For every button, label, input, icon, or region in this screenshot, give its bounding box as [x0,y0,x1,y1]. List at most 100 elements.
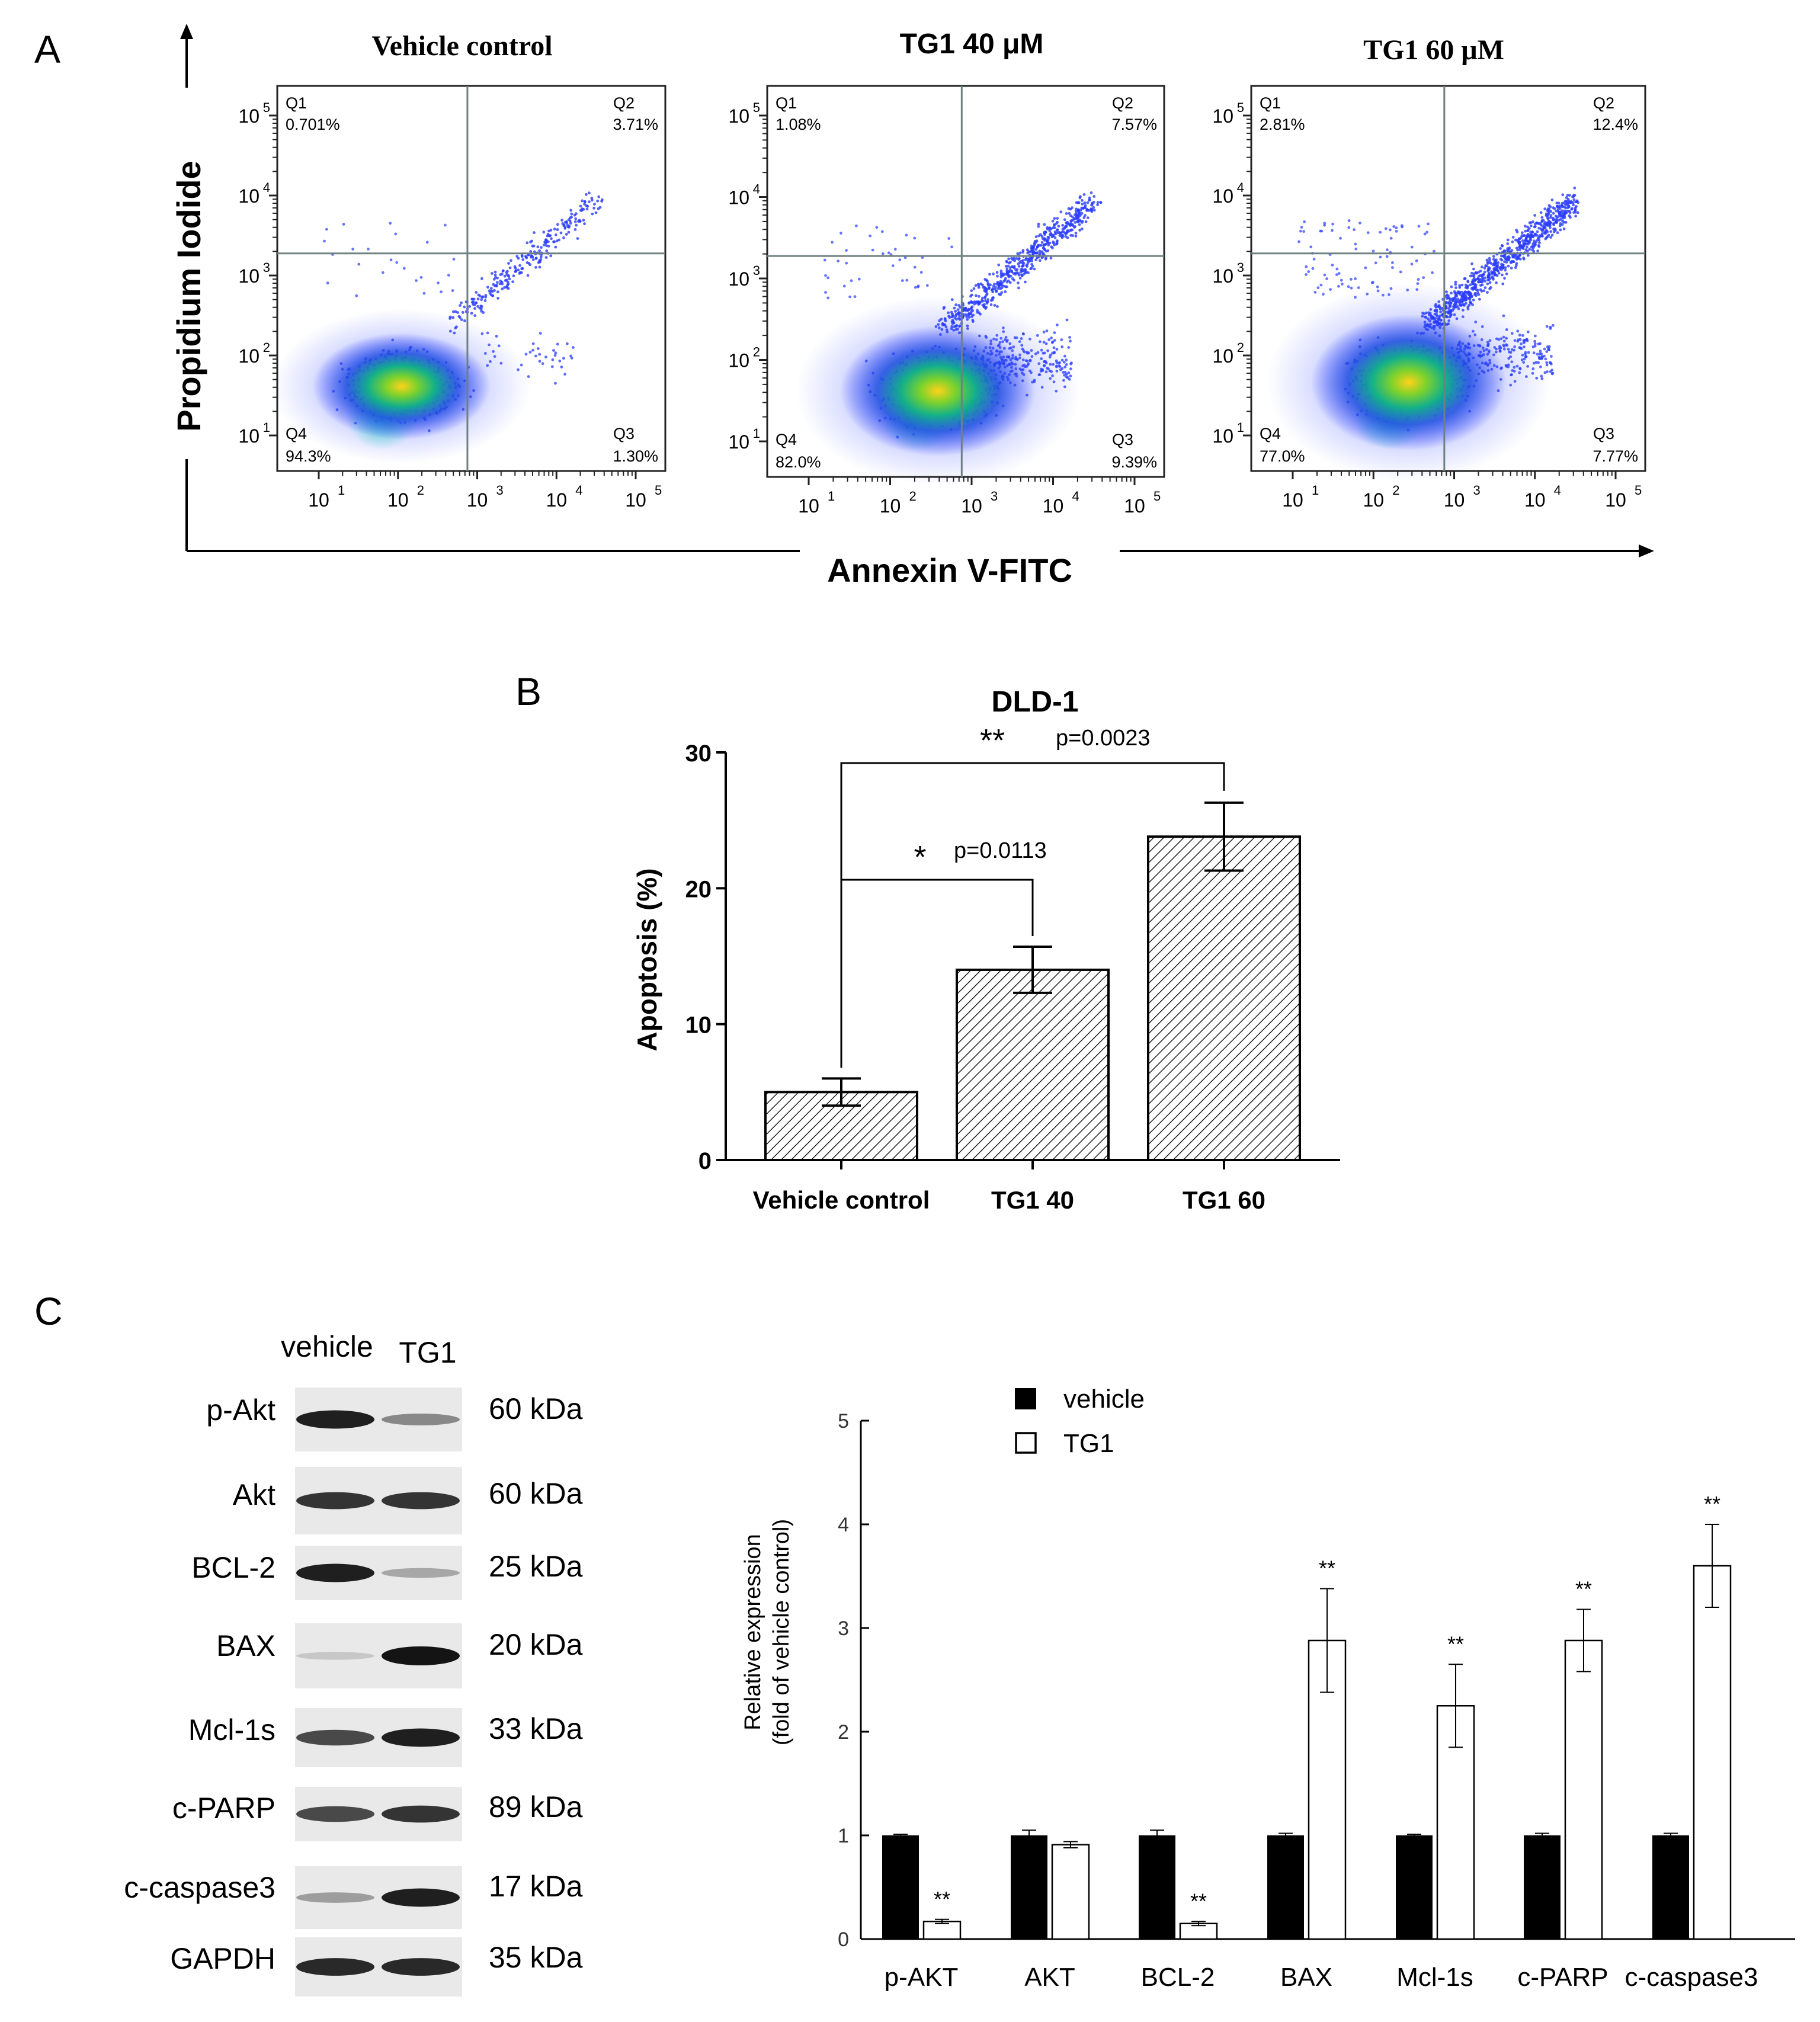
quadrant-q2-value: 3.71% [613,116,658,133]
blot-protein-label: BAX [216,1629,275,1662]
flow-event-dot [1053,236,1057,239]
blot-size-label: 89 kDa [489,1790,583,1824]
x-tick-label: 10 [1043,495,1064,517]
flow-event-dot [538,265,541,269]
flow-event-dot [514,270,517,273]
flow-event-dot [486,286,489,289]
flow-event-dot [357,262,361,266]
expression-chart: Relative expression (fold of vehicle con… [741,1385,1795,1992]
flow-event-dot [475,291,478,294]
x-tick-exponent: 1 [338,483,345,498]
flow-event-dot [586,204,589,208]
flow-event-dot [531,342,535,345]
flow-event-dot [1505,272,1508,275]
flow-event-dot [839,232,842,235]
flow-event-dot [513,265,517,268]
flow-event-dot [475,301,478,305]
flow-event-dot [502,269,505,273]
flow-event-dot [1547,224,1551,227]
flow-event-dot [1081,198,1084,202]
flow-event-dot [559,231,563,235]
flow-event-dot [1422,276,1425,279]
flow-event-dot [402,267,406,270]
flow-event-dot [1347,285,1350,289]
flow-event-dot [480,277,483,280]
flow-event-dot [534,257,538,259]
quadrant-q4-value: 82.0% [776,453,821,471]
flow-event-dot [1066,220,1069,224]
flow-event-dot [1074,225,1076,228]
flow-event-dot [1320,229,1324,233]
x-axis-label: Annexin V-FITC [827,552,1072,589]
flow-event-dot [1034,258,1037,261]
x-tick-exponent: 5 [1153,489,1161,504]
flow-event-dot [532,244,536,248]
flow-event-dot [1060,230,1064,233]
x-tick-label: 10 [961,495,982,517]
flow-axes: Propidium Iodide Annexin V-FITC [170,24,1654,589]
flow-event-dot [1020,273,1023,277]
flow-event-dot [1433,249,1436,253]
flow-event-dot [1534,242,1537,246]
flow-event-dot [1547,204,1551,207]
y-axis-arrowhead [180,24,193,39]
flow-event-dot [550,237,553,241]
flow-event-dot [1029,267,1033,270]
flow-event-dot [1492,262,1496,266]
flow-event-dot [501,287,504,291]
flow-event-dot [913,236,917,240]
flow-event-dot [323,239,326,243]
flow-event-dot [1458,284,1462,287]
flow-event-dot [901,279,904,283]
blot-protein-label: BCL-2 [191,1551,275,1584]
flow-event-dot [1386,248,1389,252]
flow-event-dot [1536,249,1540,252]
flow-event-dot [538,249,541,252]
flow-event-dot [1472,274,1476,278]
quadrant-q1-value: 1.08% [776,116,821,133]
flow-event-dot [1484,264,1488,267]
chart-c-bar-vehicle [882,1835,919,1939]
flow-event-dot [1490,270,1494,274]
significance-p-value: p=0.0023 [1056,726,1151,751]
flow-event-dot [1543,222,1546,225]
flow-event-dot [1012,266,1016,270]
flow-event-dot [496,276,499,280]
flow-event-dot [1400,224,1404,227]
flow-event-dot [1364,266,1367,270]
flow-event-dot [1481,276,1485,280]
flow-event-dot [1540,229,1544,232]
flow-event-dot [1506,242,1510,245]
flow-event-dot [979,282,982,286]
flow-event-dot [1527,240,1531,243]
flow-event-dot [1543,207,1547,210]
blot-size-label: 20 kDa [489,1628,583,1661]
flow-event-dot [494,270,497,274]
flow-event-dot [588,200,591,203]
flow-event-dot [547,229,550,233]
flow-event-dot [1477,293,1481,296]
flow-event-dot [1084,206,1087,209]
flow-event-dot [905,278,909,282]
flow-event-dot [1051,219,1055,223]
flow-event-dot [1395,226,1398,230]
blot-size-label: 60 kDa [489,1477,583,1510]
flow-event-dot [987,285,991,289]
y-tick-label: 10 [1212,265,1233,287]
blot-protein-label: Mcl-1s [188,1713,275,1747]
quadrant-q1-value: 2.81% [1260,116,1305,133]
flow-event-dot [478,294,482,297]
flow-event-dot [1005,259,1008,263]
flow-event-dot [1316,286,1320,290]
significance-stars: * [914,839,926,875]
flow-event-dot [1552,230,1556,233]
flow-event-dot [1561,219,1564,223]
flow-event-dot [1074,221,1077,224]
flow-event-dot [1547,348,1550,351]
flow-event-dot [1064,235,1068,238]
flow-event-dot [573,213,576,217]
flow-event-dot [1572,203,1575,207]
flow-event-dot [992,284,995,288]
flow-event-dot [563,373,566,376]
flow-event-dot [473,314,477,318]
